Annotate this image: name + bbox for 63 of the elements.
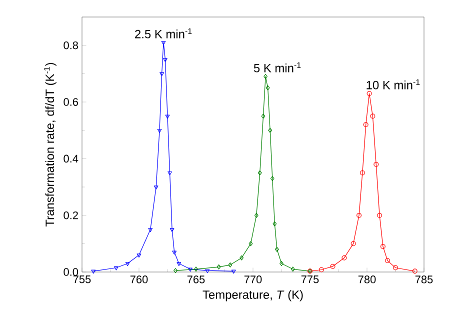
point: [258, 170, 262, 176]
point: [330, 264, 336, 269]
point: [366, 91, 372, 96]
point: [363, 122, 368, 128]
point: [266, 85, 270, 90]
point: [377, 212, 382, 218]
x-tick-label: 760: [130, 276, 148, 284]
point: [275, 246, 279, 252]
point: [216, 264, 221, 270]
point: [240, 255, 244, 260]
point: [248, 241, 253, 246]
point: [163, 58, 168, 62]
point: [168, 171, 172, 176]
point: [290, 266, 295, 272]
y-tick-label: 0.2: [64, 211, 78, 220]
point: [342, 255, 347, 260]
point: [148, 228, 153, 232]
point: [205, 269, 210, 274]
point: [261, 114, 266, 119]
point: [194, 266, 198, 272]
x-tick-label: 765: [187, 276, 205, 284]
series-label: 10 K min$^{-1}$: [366, 79, 420, 90]
point: [114, 266, 118, 270]
point: [380, 244, 386, 249]
y-tick-label: 0.8: [64, 41, 78, 50]
point: [154, 186, 158, 190]
point: [356, 212, 362, 218]
point: [393, 265, 398, 270]
x-tick-label: 770: [244, 276, 262, 284]
x-tick-label: 785: [415, 276, 433, 284]
y-axis-title: Transformation rate, df/dT (K$^{-1}$): [44, 62, 56, 227]
series-label: 2.5 K min$^{-1}$: [135, 28, 192, 38]
point: [272, 221, 277, 226]
point: [264, 74, 268, 79]
y-tick-label: 0.4: [64, 154, 78, 163]
point: [268, 128, 272, 133]
point: [270, 176, 274, 181]
point: [188, 268, 192, 272]
series-label: 5 K min$^{-1}$: [254, 62, 301, 72]
point: [161, 41, 166, 45]
point: [350, 241, 356, 246]
point: [370, 114, 376, 119]
point: [228, 262, 232, 268]
x-tick-label: 780: [358, 276, 376, 284]
y-tick-label: 0.6: [64, 98, 78, 106]
point: [360, 170, 365, 176]
point: [136, 254, 142, 258]
x-tick-label: 755: [73, 276, 91, 284]
x-axis-title: Temperature, T (K): [202, 290, 303, 302]
point: [157, 128, 162, 133]
y-tick-label: 0.0: [64, 268, 78, 276]
point: [172, 250, 177, 255]
point: [280, 261, 284, 266]
point: [254, 212, 258, 218]
point: [125, 262, 130, 266]
point: [374, 162, 379, 167]
point: [160, 72, 164, 76]
point: [385, 258, 390, 264]
point: [176, 262, 182, 266]
point: [318, 267, 324, 272]
x-tick-label: 775: [301, 276, 319, 284]
point: [165, 114, 170, 119]
point: [170, 228, 174, 232]
